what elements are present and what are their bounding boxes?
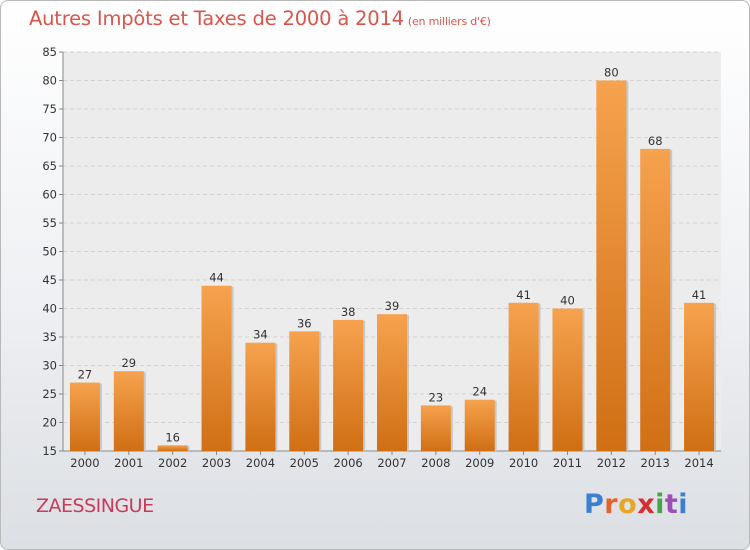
x-tick-label: 2011	[553, 456, 582, 470]
logo-letter: P	[584, 489, 605, 520]
bar-value-label: 41	[516, 288, 531, 302]
y-tick-label: 20	[42, 416, 57, 430]
y-tick-label: 45	[42, 273, 57, 287]
bar	[245, 342, 276, 451]
bar-value-label: 39	[385, 299, 400, 313]
bar-value-label: 80	[604, 66, 619, 80]
logo-letter: i	[655, 489, 665, 520]
bar	[508, 302, 539, 451]
bar	[377, 314, 407, 451]
bar-value-label: 36	[297, 316, 312, 330]
bar	[684, 302, 715, 451]
bar-value-label: 27	[78, 368, 93, 382]
y-tick-label: 65	[42, 159, 57, 173]
bar-value-label: 16	[165, 430, 180, 444]
bar	[464, 399, 495, 451]
bar	[289, 331, 320, 451]
bar-value-label: 68	[648, 134, 663, 148]
logo-letter: x	[637, 489, 656, 520]
x-tick-label: 2012	[597, 456, 626, 470]
bar-value-label: 44	[209, 271, 224, 285]
y-tick-label: 70	[42, 131, 57, 145]
y-tick-label: 25	[42, 387, 57, 401]
proxiti-logo: Proxiti	[584, 489, 688, 520]
x-tick-label: 2008	[421, 456, 450, 470]
y-tick-label: 85	[42, 45, 57, 59]
bar	[333, 319, 364, 451]
bar-value-label: 29	[121, 356, 136, 370]
x-tick-label: 2001	[114, 456, 143, 470]
bar-value-label: 34	[253, 328, 268, 342]
x-tick-label: 2004	[246, 456, 275, 470]
x-tick-label: 2013	[641, 456, 670, 470]
y-tick-label: 35	[42, 330, 57, 344]
bar-value-label: 40	[560, 294, 575, 308]
y-tick-label: 80	[42, 74, 57, 88]
y-tick-label: 30	[42, 359, 57, 373]
bar-value-label: 41	[692, 288, 707, 302]
bar-value-label: 23	[429, 390, 444, 404]
y-tick-label: 75	[42, 102, 57, 116]
bar	[113, 371, 144, 451]
bar	[157, 445, 188, 451]
bar	[640, 148, 671, 451]
bar	[552, 308, 583, 451]
bar	[420, 405, 451, 451]
logo-letter: o	[618, 489, 638, 520]
x-tick-label: 2009	[465, 456, 494, 470]
y-tick-label: 50	[42, 245, 57, 259]
y-tick-label: 60	[42, 188, 57, 202]
chart-title-text: Autres Impôts et Taxes de 2000 à 2014	[29, 7, 404, 30]
x-tick-label: 2006	[333, 456, 362, 470]
chart-title-unit: (en milliers d'€)	[407, 15, 491, 28]
logo-letter: r	[604, 489, 619, 520]
x-tick-label: 2003	[202, 456, 231, 470]
x-tick-label: 2005	[290, 456, 319, 470]
logo-letter: t	[664, 489, 679, 520]
x-tick-label: 2014	[684, 456, 713, 470]
bar	[201, 285, 232, 451]
y-tick-label: 40	[42, 302, 57, 316]
bar	[69, 382, 100, 451]
x-tick-label: 2007	[377, 456, 406, 470]
bar-value-label: 24	[472, 385, 487, 399]
location-label: ZAESSINGUE	[36, 495, 154, 517]
y-tick-label: 15	[42, 444, 57, 458]
x-tick-label: 2002	[158, 456, 187, 470]
x-tick-label: 2010	[509, 456, 538, 470]
logo-letter: i	[678, 489, 689, 520]
y-tick-label: 55	[42, 216, 57, 230]
x-tick-label: 2000	[70, 456, 99, 470]
chart-title: Autres Impôts et Taxes de 2000 à 2014 (en…	[29, 7, 491, 30]
bar	[596, 80, 627, 451]
bar-value-label: 38	[341, 305, 356, 319]
